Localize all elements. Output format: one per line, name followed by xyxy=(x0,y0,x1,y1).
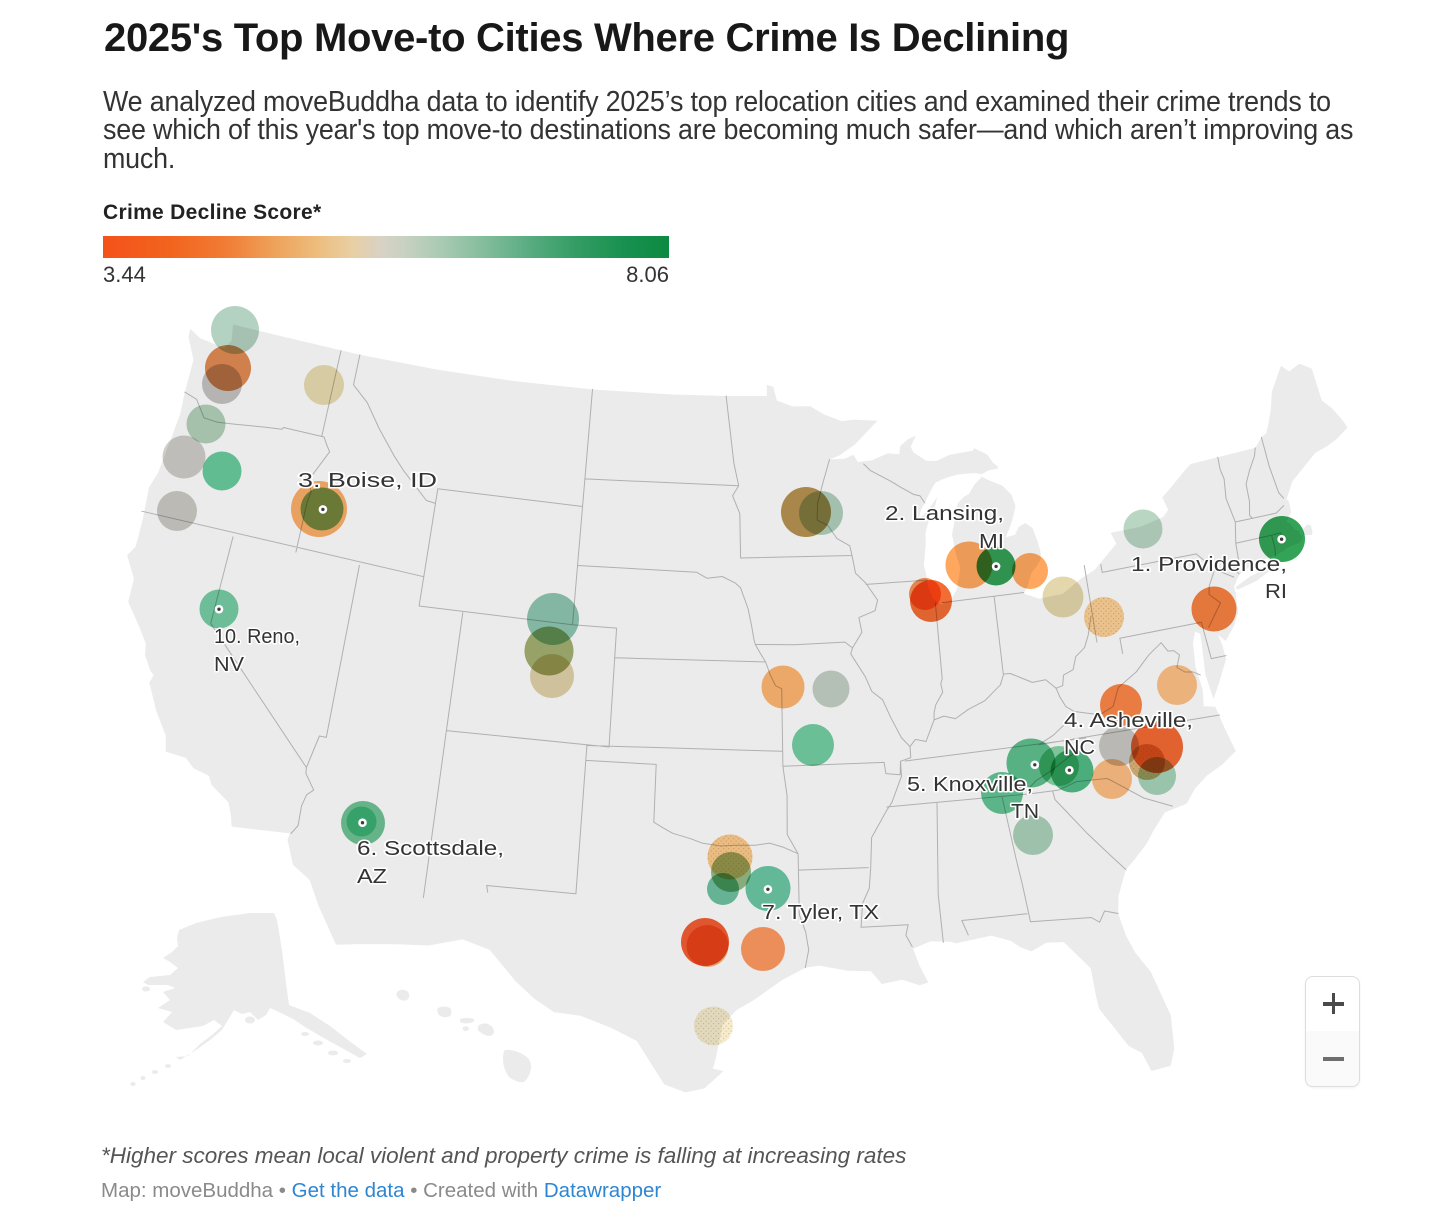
svg-text:NC: NC xyxy=(1064,737,1095,759)
svg-text:7. Tyler, TX: 7. Tyler, TX xyxy=(762,902,879,924)
svg-text:RI: RI xyxy=(1265,581,1287,603)
svg-text:AZ: AZ xyxy=(357,866,387,888)
svg-text:10. Reno,: 10. Reno, xyxy=(214,626,300,648)
svg-text:MI: MI xyxy=(979,531,1004,553)
svg-text:2. Lansing,: 2. Lansing, xyxy=(885,503,1004,525)
svg-text:6. Scottsdale,: 6. Scottsdale, xyxy=(357,838,504,860)
svg-text:3. Boise, ID: 3. Boise, ID xyxy=(298,470,437,492)
svg-text:NV: NV xyxy=(214,654,245,676)
svg-text:1. Providence,: 1. Providence, xyxy=(1131,554,1287,576)
svg-text:5. Knoxville,: 5. Knoxville, xyxy=(907,774,1033,796)
svg-text:4. Asheville,: 4. Asheville, xyxy=(1064,710,1193,732)
svg-text:TN: TN xyxy=(1011,801,1039,823)
